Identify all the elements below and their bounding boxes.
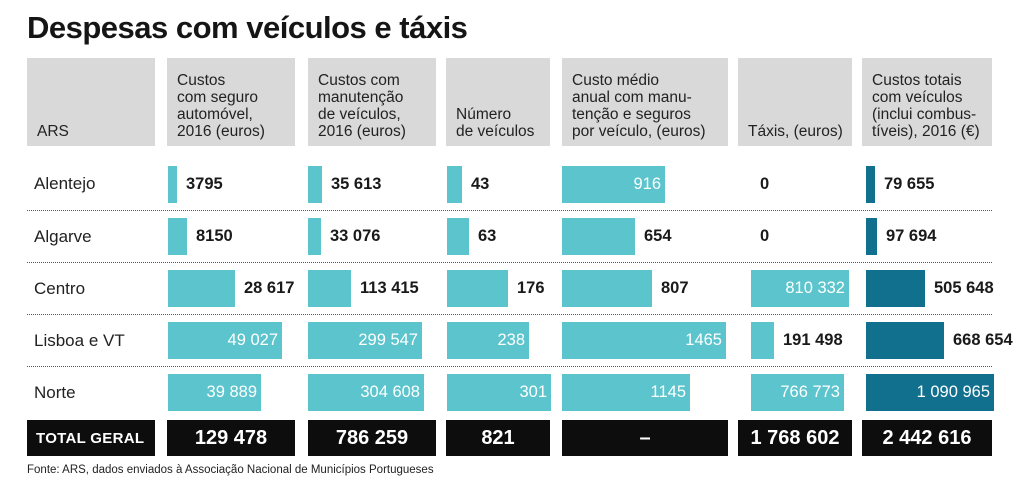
total-taxis: 1 768 602 bbox=[738, 420, 852, 456]
header-totais-label: Custos totais com veículos (inclui combu… bbox=[872, 72, 980, 140]
value-label-seguro-norte: 39 889 bbox=[206, 383, 257, 401]
header-ars: ARS bbox=[27, 58, 155, 146]
value-label-manutencao-lisboa-e-vt: 299 547 bbox=[358, 331, 418, 349]
header-ars-label: ARS bbox=[37, 123, 69, 140]
value-label-totais-centro: 505 648 bbox=[934, 279, 994, 297]
value-label-totais-algarve: 97 694 bbox=[886, 227, 937, 245]
bar-custo_medio-alentejo bbox=[562, 166, 665, 203]
header-manutencao: Custos com manutenção de veículos, 2016 … bbox=[308, 58, 436, 146]
bar-numero-lisboa-e-vt bbox=[447, 322, 529, 359]
bar-taxis-norte bbox=[751, 374, 844, 411]
bar-totais-norte bbox=[866, 374, 994, 411]
value-label-taxis-alentejo: 0 bbox=[760, 175, 770, 193]
header-seguro-label: Custos com seguro automóvel, 2016 (euros… bbox=[177, 72, 265, 140]
bar-seguro-alentejo bbox=[168, 166, 177, 203]
value-label-manutencao-alentejo: 35 613 bbox=[331, 175, 382, 193]
bar-numero-centro bbox=[447, 270, 508, 307]
header-numero-label: Número de veículos bbox=[456, 106, 535, 140]
bar-totais-lisboa-e-vt bbox=[866, 322, 944, 359]
total-totais: 2 442 616 bbox=[862, 420, 992, 456]
header-manutencao-label: Custos com manutenção de veículos, 2016 … bbox=[318, 72, 406, 140]
value-label-taxis-norte: 766 773 bbox=[780, 383, 840, 401]
value-label-custo_medio-alentejo: 916 bbox=[633, 175, 661, 193]
value-label-seguro-algarve: 8150 bbox=[196, 227, 233, 245]
bar-custo_medio-norte bbox=[562, 374, 690, 411]
value-label-totais-norte: 1 090 965 bbox=[916, 383, 990, 401]
value-label-taxis-lisboa-e-vt: 191 498 bbox=[783, 331, 843, 349]
row-label-algarve: Algarve bbox=[34, 227, 92, 246]
row-separator bbox=[27, 210, 992, 211]
bar-custo_medio-lisboa-e-vt bbox=[562, 322, 726, 359]
row-label-lisboa: Lisboa e VT bbox=[34, 331, 125, 350]
value-label-seguro-lisboa-e-vt: 49 027 bbox=[227, 331, 278, 349]
value-label-taxis-algarve: 0 bbox=[760, 227, 770, 245]
bar-numero-algarve bbox=[447, 218, 469, 255]
bar-custo_medio-centro bbox=[562, 270, 652, 307]
bar-manutencao-alentejo bbox=[308, 166, 322, 203]
header-custo-medio: Custo médio anual com manu- tenção e seg… bbox=[562, 58, 728, 146]
total-label: TOTAL GERAL bbox=[27, 420, 155, 456]
bar-manutencao-norte bbox=[308, 374, 424, 411]
bar-seguro-centro bbox=[168, 270, 235, 307]
bar-manutencao-centro bbox=[308, 270, 351, 307]
total-custo-medio: – bbox=[562, 420, 728, 456]
row-label-centro: Centro bbox=[34, 279, 86, 298]
value-label-custo_medio-centro: 807 bbox=[661, 279, 689, 297]
bar-taxis-lisboa-e-vt bbox=[751, 322, 774, 359]
header-numero: Número de veículos bbox=[446, 58, 550, 146]
value-label-numero-algarve: 63 bbox=[478, 227, 497, 245]
bar-totais-alentejo bbox=[866, 166, 875, 203]
bar-taxis-centro bbox=[751, 270, 849, 307]
header-taxis-label: Táxis, (euros) bbox=[748, 123, 843, 140]
value-label-custo_medio-lisboa-e-vt: 1465 bbox=[685, 331, 722, 349]
value-label-custo_medio-algarve: 654 bbox=[644, 227, 672, 245]
bar-manutencao-algarve bbox=[308, 218, 321, 255]
row-separator bbox=[27, 366, 992, 367]
header-custo-medio-label: Custo médio anual com manu- tenção e seg… bbox=[572, 72, 706, 140]
bar-seguro-algarve bbox=[168, 218, 187, 255]
row-label-norte: Norte bbox=[34, 383, 76, 402]
chart-title: Despesas com veículos e táxis bbox=[27, 10, 468, 45]
value-label-manutencao-centro: 113 415 bbox=[360, 279, 419, 297]
bar-seguro-norte bbox=[168, 374, 261, 411]
header-totais: Custos totais com veículos (inclui combu… bbox=[862, 58, 992, 146]
value-label-numero-centro: 176 bbox=[517, 279, 545, 297]
value-label-taxis-centro: 810 332 bbox=[785, 279, 845, 297]
value-label-custo_medio-norte: 1145 bbox=[650, 383, 686, 401]
value-label-seguro-centro: 28 617 bbox=[244, 279, 295, 297]
row-separator bbox=[27, 262, 992, 263]
bar-numero-alentejo bbox=[447, 166, 462, 203]
value-label-numero-lisboa-e-vt: 238 bbox=[497, 331, 525, 349]
row-label-alentejo: Alentejo bbox=[34, 174, 96, 193]
value-label-manutencao-norte: 304 608 bbox=[360, 383, 420, 401]
header-seguro: Custos com seguro automóvel, 2016 (euros… bbox=[167, 58, 295, 146]
bar-totais-algarve bbox=[866, 218, 877, 255]
source-note: Fonte: ARS, dados enviados à Associação … bbox=[27, 464, 434, 476]
bar-seguro-lisboa-e-vt bbox=[168, 322, 282, 359]
header-taxis: Táxis, (euros) bbox=[738, 58, 852, 146]
bar-numero-norte bbox=[447, 374, 551, 411]
value-label-numero-norte: 301 bbox=[519, 383, 547, 401]
value-label-totais-lisboa-e-vt: 668 654 bbox=[953, 331, 1013, 349]
row-separator bbox=[27, 314, 992, 315]
total-seguro: 129 478 bbox=[167, 420, 295, 456]
value-label-totais-alentejo: 79 655 bbox=[884, 175, 935, 193]
total-numero: 821 bbox=[446, 420, 550, 456]
value-label-numero-alentejo: 43 bbox=[471, 175, 490, 193]
bar-custo_medio-algarve bbox=[562, 218, 635, 255]
bar-manutencao-lisboa-e-vt bbox=[308, 322, 422, 359]
value-label-seguro-alentejo: 3795 bbox=[186, 175, 223, 193]
value-label-manutencao-algarve: 33 076 bbox=[330, 227, 381, 245]
total-manutencao: 786 259 bbox=[308, 420, 436, 456]
bar-totais-centro bbox=[866, 270, 925, 307]
